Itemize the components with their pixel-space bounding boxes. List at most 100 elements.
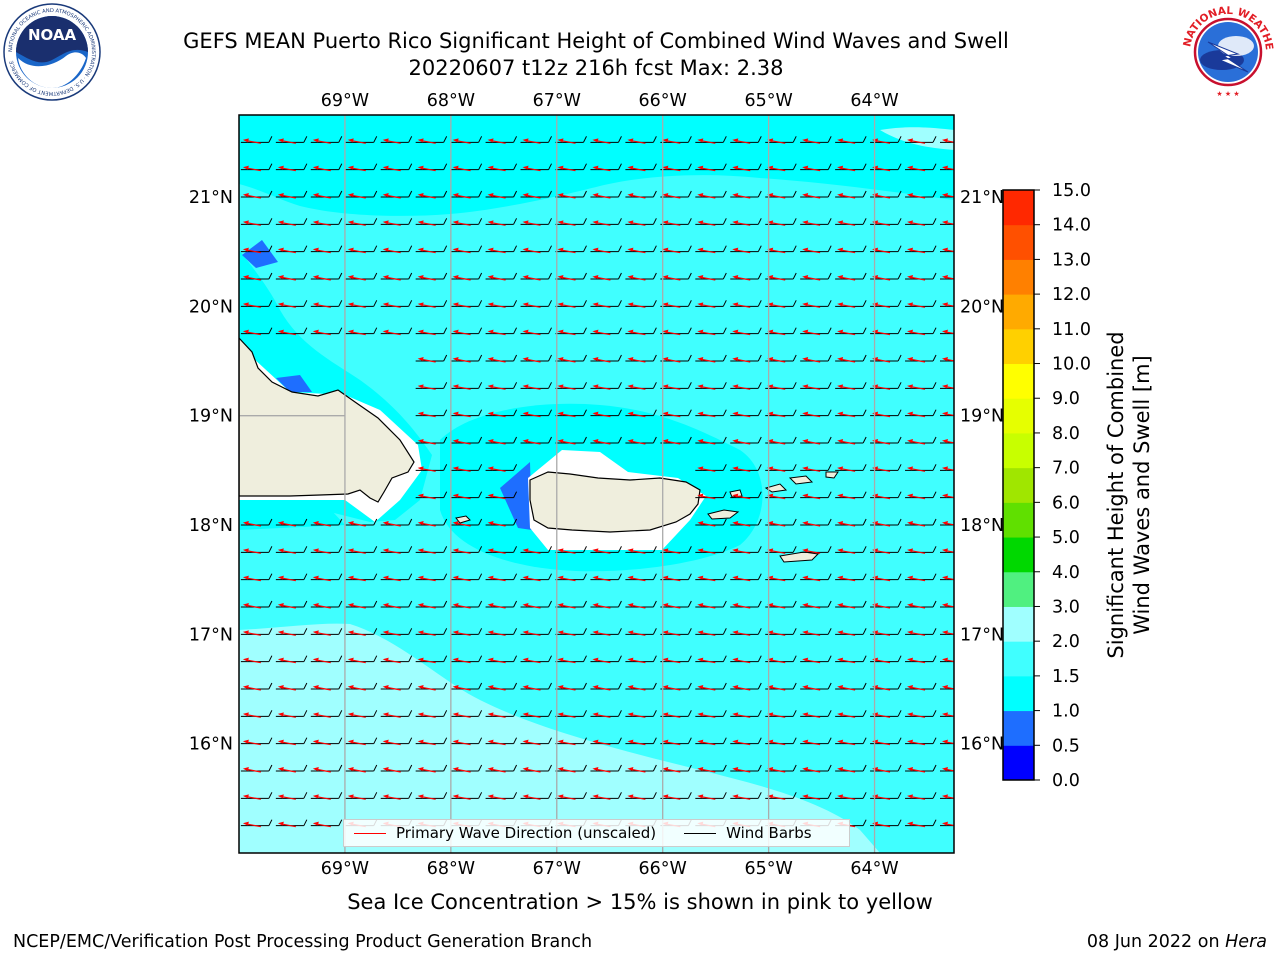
wave-direction-arrowhead bbox=[487, 247, 494, 252]
wave-direction-arrowhead bbox=[767, 384, 774, 389]
wind-barb-flag bbox=[443, 518, 448, 526]
lat-label-right: 17°N bbox=[960, 625, 1004, 645]
wave-direction-arrowhead bbox=[382, 165, 389, 170]
wind-barb-flag bbox=[932, 163, 937, 170]
wind-barb-flag bbox=[862, 819, 867, 826]
lat-label-left: 19°N bbox=[189, 407, 233, 427]
wave-direction-arrowhead bbox=[767, 493, 774, 498]
wind-barb-flag bbox=[408, 245, 413, 252]
wave-direction-arrowhead bbox=[382, 329, 389, 334]
wave-direction-arrowhead bbox=[942, 329, 948, 334]
wind-barb-flag bbox=[687, 272, 692, 280]
wind-barb-flag bbox=[373, 272, 378, 280]
colorbar-segment bbox=[1003, 641, 1034, 677]
wind-barb-flag bbox=[968, 792, 971, 798]
wave-direction-arrowhead bbox=[837, 384, 844, 389]
wind-barb-flag bbox=[548, 327, 552, 334]
land-mona bbox=[455, 515, 471, 524]
wind-barb-flag bbox=[932, 354, 937, 362]
wind-barb-flag bbox=[652, 163, 657, 170]
wind-barb-flag bbox=[757, 792, 762, 799]
wind-barb-flag bbox=[583, 190, 587, 198]
wave-direction-arrowhead bbox=[592, 575, 599, 580]
wind-barb-flag bbox=[792, 464, 797, 471]
wind-barb-flag bbox=[338, 518, 343, 526]
wind-barb-flag bbox=[652, 573, 657, 580]
colorbar-segment bbox=[1003, 224, 1034, 260]
wind-barb-flag bbox=[757, 327, 762, 334]
wave-direction-arrowhead bbox=[627, 439, 634, 443]
wind-barb-flag bbox=[757, 628, 762, 635]
wind-barb-flag bbox=[722, 792, 727, 799]
wave-direction-arrowhead bbox=[697, 521, 704, 525]
wind-barb-flag bbox=[443, 272, 448, 280]
wind-barb-flag bbox=[862, 655, 867, 662]
wave-direction-arrowhead bbox=[242, 630, 249, 635]
wind-barb-flag bbox=[548, 655, 552, 662]
wave-direction-arrowhead bbox=[557, 384, 564, 389]
wind-barb-flag bbox=[968, 546, 971, 552]
wave-direction-arrowhead bbox=[557, 193, 564, 197]
wave-direction-arrowhead bbox=[417, 138, 424, 143]
colorbar-tick-label: 4.0 bbox=[1052, 563, 1080, 583]
wind-barb-flag bbox=[443, 245, 448, 252]
wind-barb-flag bbox=[897, 491, 902, 498]
wave-direction-arrowhead bbox=[277, 821, 284, 826]
wind-barb-flag bbox=[443, 600, 448, 608]
wind-barb-flag bbox=[722, 163, 727, 170]
wind-barb-flag bbox=[687, 710, 692, 717]
wind-barb-flag bbox=[687, 682, 692, 690]
wind-barb-flag bbox=[478, 136, 483, 143]
wave-direction-arrowhead bbox=[592, 138, 599, 143]
wave-direction-arrowhead bbox=[242, 603, 249, 607]
wave-direction-arrowhead bbox=[697, 411, 704, 416]
wave-direction-arrowhead bbox=[417, 220, 424, 225]
wind-barb-flag bbox=[373, 628, 378, 635]
wind-barb-flag bbox=[862, 764, 867, 772]
colorbar-tick-label: 1.5 bbox=[1052, 667, 1080, 687]
wind-barb-flag bbox=[687, 354, 692, 362]
wave-direction-arrowhead bbox=[942, 794, 948, 799]
land-vieques bbox=[707, 509, 740, 520]
wind-barb-flag bbox=[408, 655, 413, 662]
wave-direction-arrowhead bbox=[802, 575, 809, 580]
wave-direction-arrowhead bbox=[487, 138, 494, 143]
land-hispaniola bbox=[239, 337, 415, 503]
wind-barb-flag bbox=[583, 682, 587, 690]
colorbar-segment bbox=[1003, 467, 1034, 503]
wind-barb-flag bbox=[722, 272, 727, 280]
wind-barb-flag bbox=[722, 382, 727, 389]
wind-barb-flag bbox=[583, 655, 587, 662]
wind-barb-flag bbox=[373, 163, 378, 170]
lon-label-top: 67°W bbox=[533, 91, 581, 111]
wind-barb-flag bbox=[827, 573, 832, 580]
wind-barb-flag bbox=[478, 573, 483, 580]
wind-barb-flag bbox=[897, 737, 902, 744]
wind-barb-flag bbox=[862, 382, 867, 389]
wind-barb-flag bbox=[652, 245, 657, 252]
wind-barb-flag bbox=[478, 792, 483, 799]
wind-barb-flag bbox=[303, 573, 308, 580]
colorbar-title-line-2: Wind Waves and Swell [m] bbox=[1130, 355, 1154, 635]
wind-barb-flag bbox=[338, 737, 343, 744]
wind-barb-flag bbox=[827, 163, 832, 170]
wave-direction-arrowhead bbox=[382, 193, 389, 197]
wind-barb-flag bbox=[932, 218, 937, 225]
wave-direction-arrowhead bbox=[837, 193, 844, 197]
wind-barb-flag bbox=[268, 272, 273, 280]
map-area bbox=[239, 115, 971, 853]
wind-barb-flag bbox=[373, 682, 378, 690]
wave-direction-arrowhead bbox=[382, 575, 389, 580]
wave-direction-arrowhead bbox=[802, 329, 809, 334]
wind-barb-flag bbox=[897, 682, 902, 690]
wave-direction-arrowhead bbox=[557, 329, 564, 334]
wave-direction-arrowhead bbox=[662, 357, 669, 361]
wave-direction-arrowhead bbox=[312, 685, 319, 689]
wave-direction-arrowhead bbox=[522, 329, 529, 334]
wave-direction-arrowhead bbox=[487, 521, 494, 525]
colorbar-segment bbox=[1003, 398, 1034, 434]
wave-direction-arrowhead bbox=[277, 603, 284, 607]
wave-direction-arrowhead bbox=[697, 794, 704, 799]
wind-barb-flag bbox=[792, 737, 797, 744]
wind-barb-flag bbox=[652, 628, 657, 635]
